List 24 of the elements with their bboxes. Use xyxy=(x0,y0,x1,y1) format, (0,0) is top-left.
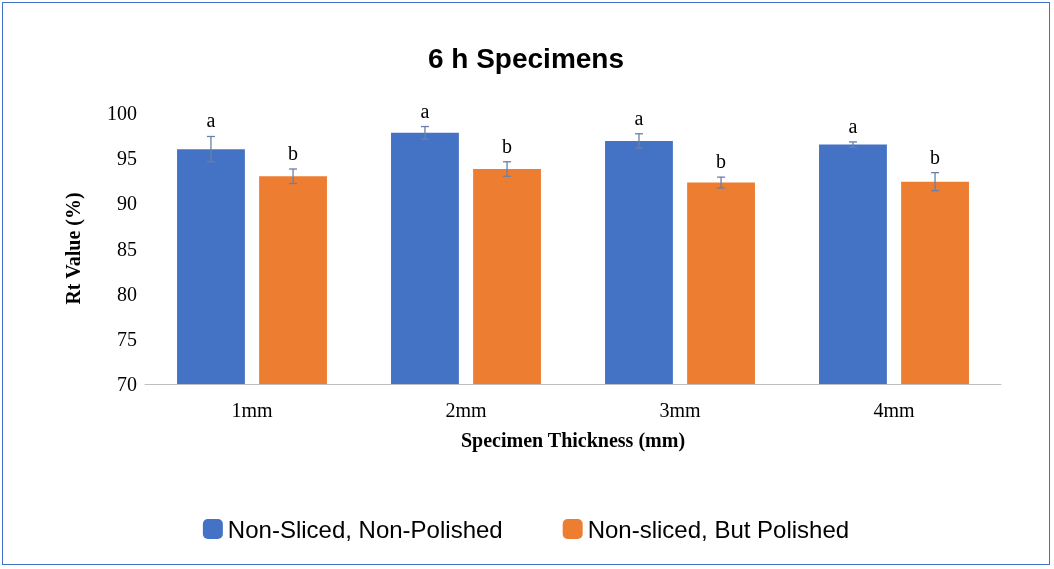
annotation: a xyxy=(420,99,430,122)
y-axis-title: Rt Value (%) xyxy=(62,192,85,305)
annotation: b xyxy=(716,150,727,173)
annotation: a xyxy=(848,114,858,137)
y-tick-label: 80 xyxy=(117,282,137,305)
annotation: a xyxy=(634,106,644,129)
x-tick-label: 2mm xyxy=(445,399,487,421)
x-axis-title: Specimen Thickness (mm) xyxy=(460,429,686,452)
y-tick-label: 100 xyxy=(107,102,137,124)
y-tick-label: 70 xyxy=(117,373,137,395)
legend-label: Non-Sliced, Non-Polished xyxy=(227,515,503,543)
x-tick-label: 1mm xyxy=(231,399,273,421)
y-tick-label: 75 xyxy=(117,327,137,350)
y-tick-label: 95 xyxy=(117,147,137,170)
x-tick-label: 4mm xyxy=(873,399,915,421)
x-tick-label: 3mm xyxy=(659,399,701,421)
annotation: b xyxy=(930,145,941,168)
annotation: b xyxy=(502,134,513,157)
y-tick-label: 90 xyxy=(117,192,137,215)
annotation: a xyxy=(206,109,216,132)
chart-title: 6 h Specimens xyxy=(427,42,625,74)
annotation: b xyxy=(288,142,299,165)
y-tick-label: 85 xyxy=(117,237,137,260)
legend-label: Non-sliced, But Polished xyxy=(587,515,850,543)
